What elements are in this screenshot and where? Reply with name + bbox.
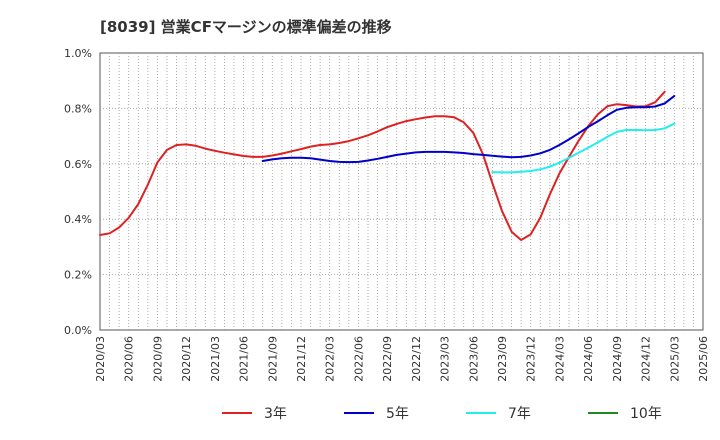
- x-tick-label: 2023/06: [467, 336, 480, 382]
- x-tick-label: 2020/09: [151, 336, 164, 382]
- x-tick-label: 2020/12: [180, 336, 193, 382]
- x-tick-label: 2021/12: [295, 336, 308, 382]
- y-tick-label: 0.0%: [64, 324, 92, 337]
- x-tick-label: 2020/03: [94, 336, 107, 382]
- x-tick-label: 2023/12: [525, 336, 538, 382]
- y-tick-label: 0.4%: [64, 213, 92, 226]
- y-tick-label: 0.8%: [64, 102, 92, 115]
- series-line-5年: [261, 94, 676, 164]
- x-tick-label: 2023/03: [439, 336, 452, 382]
- y-tick-label: 1.0%: [64, 47, 92, 60]
- y-tick-label: 0.2%: [64, 269, 92, 282]
- legend-label: 10年: [630, 406, 662, 422]
- legend-label: 5年: [386, 406, 409, 422]
- x-tick-label: 2025/03: [668, 336, 681, 382]
- x-tick-label: 2023/09: [496, 336, 509, 382]
- x-tick-label: 2021/03: [209, 336, 222, 382]
- x-tick-label: 2021/09: [266, 336, 279, 382]
- x-tick-label: 2022/09: [381, 336, 394, 382]
- chart-title: [8039] 営業CFマージンの標準偏差の推移: [100, 18, 392, 36]
- x-tick-label: 2022/06: [352, 336, 365, 382]
- x-tick-label: 2024/09: [611, 336, 624, 382]
- legend-label: 7年: [508, 406, 531, 422]
- grid-layer: [100, 53, 703, 330]
- series-line-7年: [491, 122, 676, 174]
- legend-label: 3年: [264, 406, 287, 422]
- x-tick-label: 2022/12: [410, 336, 423, 382]
- x-tick-label: 2021/06: [238, 336, 251, 382]
- axis-layer: 0.0% 0.2% 0.4% 0.6% 0.8% 1.0% 2020/03 2020/06 20…: [64, 47, 710, 382]
- x-tick-label: 2022/03: [324, 336, 337, 382]
- x-tick-label: 2024/03: [553, 336, 566, 382]
- series-layer: [99, 90, 676, 241]
- x-tick-label: 2020/06: [123, 336, 136, 382]
- x-tick-label: 2024/06: [582, 336, 595, 382]
- legend: 3年 5年 7年 10年: [222, 406, 662, 422]
- plot-area: [99, 52, 704, 331]
- series-line-3年: [99, 90, 666, 241]
- x-tick-label: 2025/06: [697, 336, 710, 382]
- x-tick-label: 2024/12: [640, 336, 653, 382]
- y-tick-label: 0.6%: [64, 158, 92, 171]
